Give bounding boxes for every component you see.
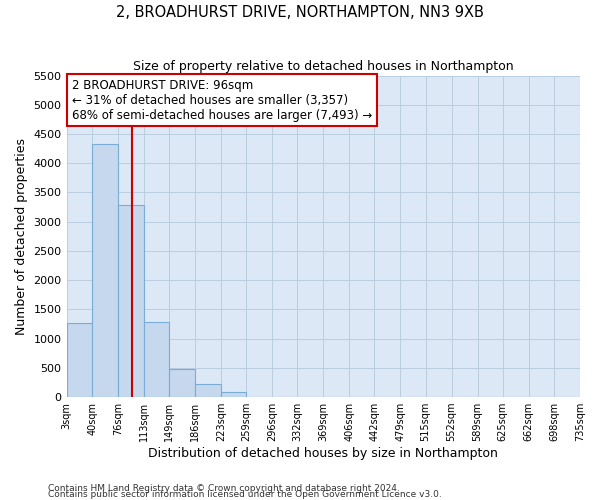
Bar (195, 384, 221, 397)
Text: 2, BROADHURST DRIVE, NORTHAMPTON, NN3 9XB: 2, BROADHURST DRIVE, NORTHAMPTON, NN3 9X… (116, 5, 484, 20)
Bar (92, 144, 118, 397)
Bar (169, 369, 195, 397)
Bar (67, 323, 92, 397)
Y-axis label: Number of detached properties: Number of detached properties (15, 138, 28, 335)
Text: 2 BROADHURST DRIVE: 96sqm
← 31% of detached houses are smaller (3,357)
68% of se: 2 BROADHURST DRIVE: 96sqm ← 31% of detac… (71, 79, 372, 122)
Text: Contains HM Land Registry data © Crown copyright and database right 2024.: Contains HM Land Registry data © Crown c… (48, 484, 400, 493)
Text: Contains public sector information licensed under the Open Government Licence v3: Contains public sector information licen… (48, 490, 442, 499)
Bar (144, 322, 169, 397)
Title: Size of property relative to detached houses in Northampton: Size of property relative to detached ho… (133, 60, 514, 73)
Bar (118, 205, 144, 397)
X-axis label: Distribution of detached houses by size in Northampton: Distribution of detached houses by size … (148, 447, 498, 460)
Bar (221, 392, 246, 397)
